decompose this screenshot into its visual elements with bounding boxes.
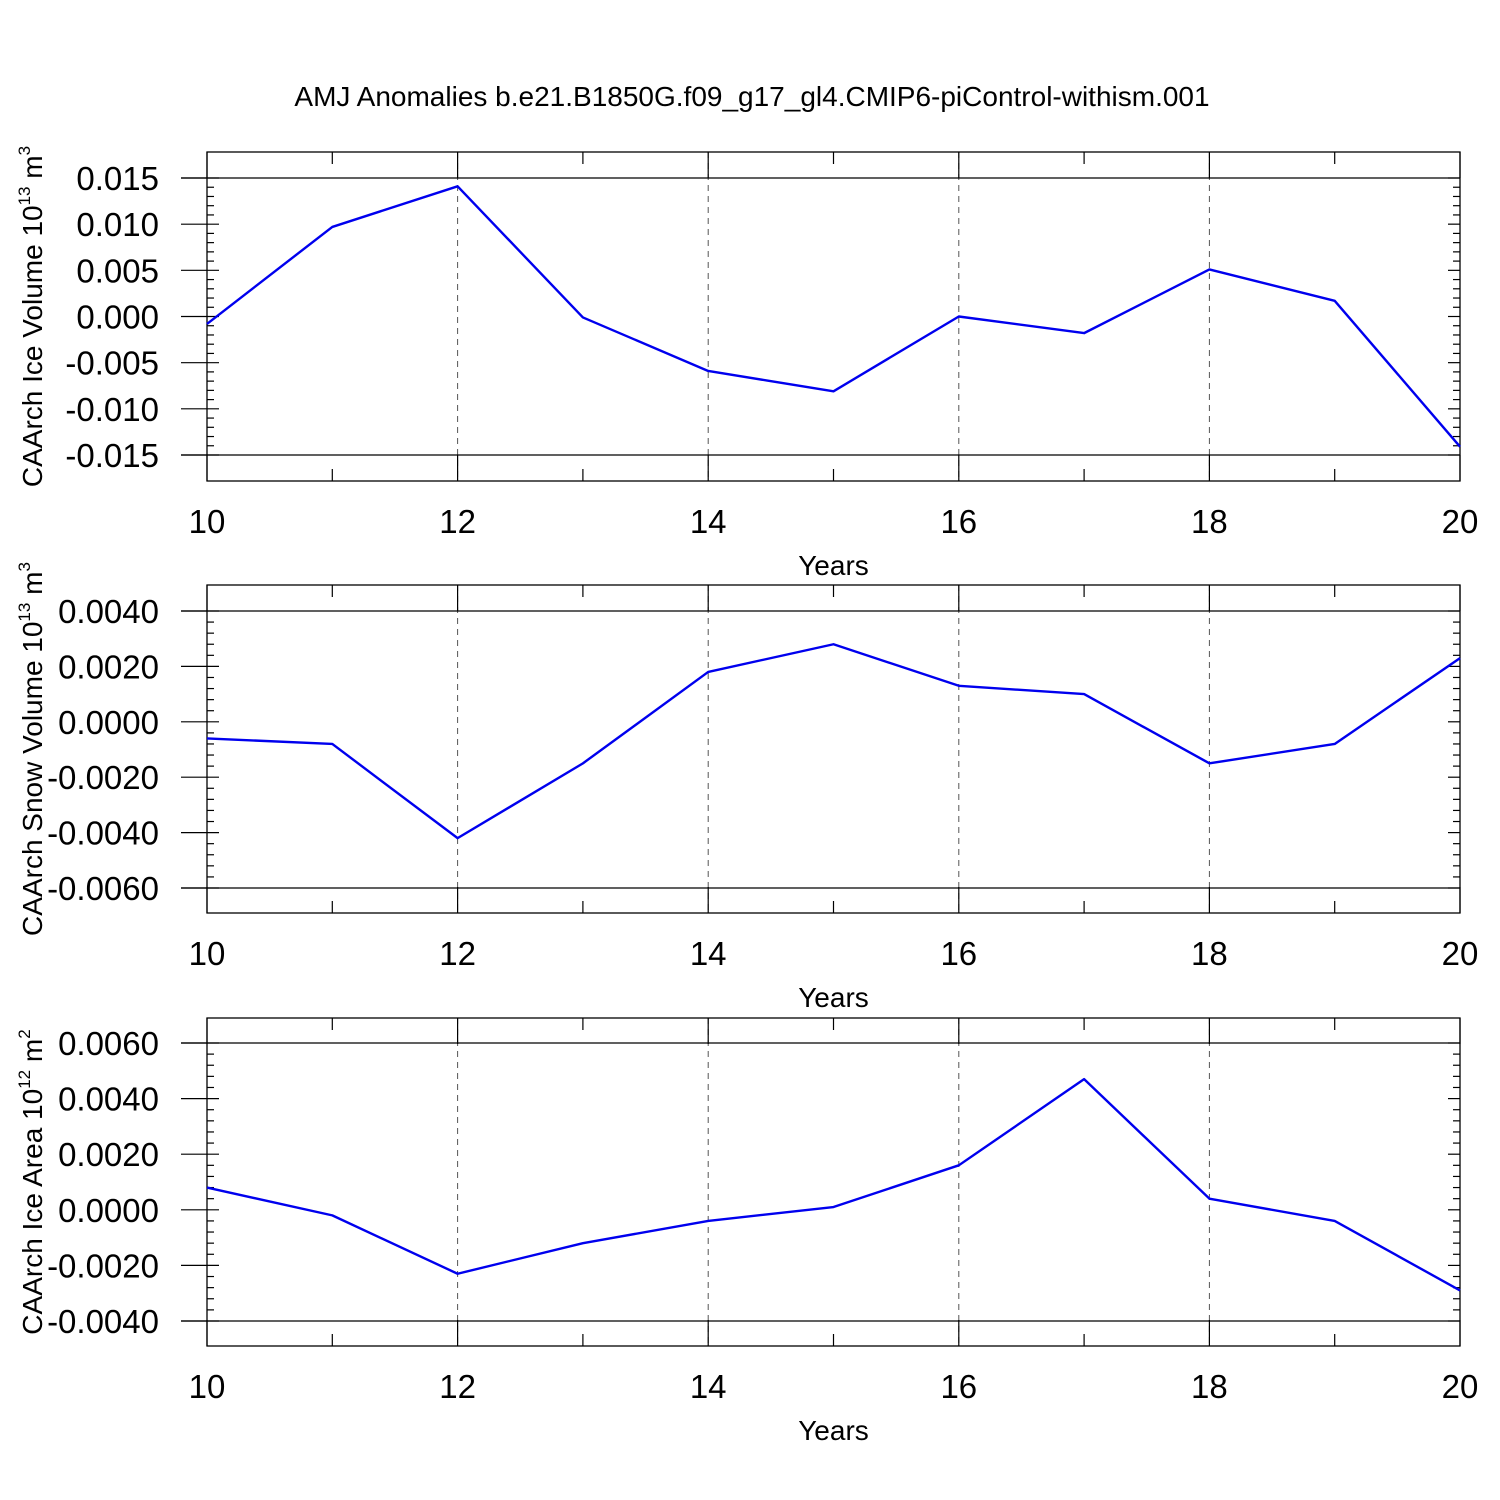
y-tick-label: 0.010 [76,206,159,243]
y-tick-label: 0.000 [76,299,159,336]
y-tick-label: 0.0000 [58,704,159,741]
y-tick-label: -0.0040 [47,815,159,852]
y-tick-label: 0.0020 [58,648,159,685]
series-line [206,1077,1461,1292]
x-tick-label: 14 [690,503,727,540]
y-tick-label: 0.0040 [58,1081,159,1118]
x-axis-label: Years [798,982,869,1013]
x-tick-label: 10 [189,1368,226,1405]
x-tick-label: 10 [189,503,226,540]
x-tick-label: 12 [439,935,476,972]
x-tick-label: 20 [1442,1368,1479,1405]
plot-frame [206,584,1461,914]
y-tick-label: -0.005 [65,345,159,382]
y-tick-label: -0.0020 [47,1247,159,1284]
y-tick-label: 0.0040 [58,593,159,630]
y-tick-label: 0.0020 [58,1136,159,1173]
x-tick-label: 12 [439,503,476,540]
chart-title: AMJ Anomalies b.e21.B1850G.f09_g17_gl4.C… [294,81,1209,112]
y-tick-label: 0.0000 [58,1192,159,1229]
y-axis-label: CAArch Ice Area 1012 m2 [15,1029,48,1334]
x-tick-label: 20 [1442,503,1479,540]
x-axis-label: Years [798,550,869,581]
y-axis-label: CAArch Ice Volume 1013 m3 [15,146,48,487]
x-tick-label: 18 [1191,935,1228,972]
series-line [206,185,1461,448]
x-tick-label: 18 [1191,1368,1228,1405]
y-tick-label: 0.0060 [58,1025,159,1062]
y-tick-label: -0.0060 [47,870,159,907]
x-tick-label: 16 [940,503,977,540]
y-tick-label: 0.015 [76,160,159,197]
y-tick-label: -0.010 [65,391,159,428]
panel-1: -0.015 -0.010 -0.005 0.000 0.005 0.010 0.015 10… [15,146,1478,581]
panel-3: -0.0040 -0.0020 0.0000 0.0020 0.0040 0.0060 10… [15,1017,1479,1446]
y-axis-label: CAArch Snow Volume 1013 m3 [15,562,48,936]
x-tick-label: 18 [1191,503,1228,540]
x-tick-label: 10 [189,935,226,972]
x-tick-label: 16 [940,1368,977,1405]
x-tick-label: 20 [1442,935,1479,972]
y-tick-label: -0.015 [65,437,159,474]
x-tick-label: 16 [940,935,977,972]
x-tick-label: 14 [690,1368,727,1405]
x-axis-label: Years [798,1415,869,1446]
y-tick-label: -0.0020 [47,759,159,796]
plot-frame [206,1017,1461,1347]
y-tick-label: 0.005 [76,252,159,289]
plot-frame [206,151,1461,482]
x-tick-label: 14 [690,935,727,972]
series-line [206,643,1461,840]
x-tick-label: 12 [439,1368,476,1405]
panel-2: -0.0060 -0.0040 -0.0020 0.0000 0.0020 0.0040 1… [15,562,1478,1013]
y-tick-label: -0.0040 [47,1303,159,1340]
